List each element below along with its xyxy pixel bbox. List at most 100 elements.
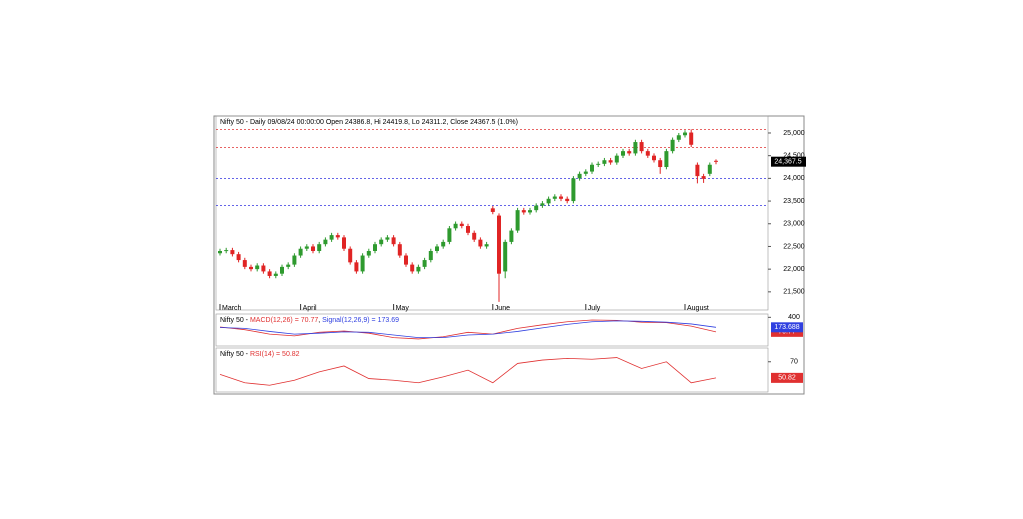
candle-body xyxy=(385,237,390,240)
candle-body xyxy=(645,151,650,156)
candle-body xyxy=(373,244,377,251)
candle-body xyxy=(484,244,489,247)
indicator-line xyxy=(219,357,717,386)
indicator-line xyxy=(219,319,717,340)
candle-body xyxy=(466,226,470,233)
candle-body xyxy=(453,223,458,229)
panel-title-text: Nifty 50 - xyxy=(220,351,250,358)
candle-body xyxy=(360,255,365,272)
candle-body xyxy=(416,266,421,272)
candle-body xyxy=(571,178,576,202)
candle-body xyxy=(521,210,526,213)
legend-entry: RSI(14) = 50.82 xyxy=(250,351,300,358)
candle-body xyxy=(590,164,594,172)
panel-title-text: Nifty 50 - xyxy=(220,317,250,324)
x-tick-label: May xyxy=(396,305,410,312)
candle-body xyxy=(515,210,520,231)
candle-body xyxy=(565,198,570,202)
candle-body xyxy=(311,246,315,251)
value-tag-label: 50.82 xyxy=(778,375,796,382)
candle-body xyxy=(633,142,638,154)
price-tag xyxy=(771,156,806,167)
candle-body xyxy=(459,223,464,227)
candle-body xyxy=(490,208,495,212)
candle-body xyxy=(292,255,297,265)
candle-body xyxy=(503,241,508,272)
candle-body xyxy=(435,246,439,251)
candle-body xyxy=(354,262,359,272)
candle-body xyxy=(286,264,291,267)
candle-body xyxy=(627,151,632,154)
candle-body xyxy=(391,237,396,245)
y-tick-label: 21,500 xyxy=(783,289,805,296)
candle-body xyxy=(695,164,700,177)
x-tick-label: June xyxy=(495,305,510,312)
candle-body xyxy=(379,239,384,245)
candle-body xyxy=(230,250,235,255)
candle-body xyxy=(596,163,601,165)
candle-body xyxy=(404,255,408,265)
x-tick-label: August xyxy=(687,305,709,312)
candle-body xyxy=(348,248,353,263)
candle-body xyxy=(546,198,551,204)
candle-body xyxy=(366,250,371,256)
candle-body xyxy=(583,171,588,174)
candle-body xyxy=(577,173,582,179)
candle-body xyxy=(323,239,328,245)
candle-body xyxy=(249,266,253,270)
y-tick-label: 70 xyxy=(790,359,798,366)
candle-body xyxy=(242,260,247,267)
candle-body xyxy=(261,265,266,272)
candle-body xyxy=(528,210,532,213)
candle-body xyxy=(447,228,452,242)
value-tag xyxy=(771,372,803,383)
panel xyxy=(215,347,769,393)
chart-title: Nifty 50 - Daily 09/08/24 00:00:00 Open … xyxy=(220,119,518,126)
candle-body xyxy=(329,235,334,240)
legend-entry: Signal(12,26,9) = 173.69 xyxy=(322,317,399,324)
candle-body xyxy=(397,244,402,256)
y-tick-label: 23,000 xyxy=(783,221,805,228)
panel xyxy=(215,313,769,347)
candle-body xyxy=(689,132,694,145)
candle-body xyxy=(273,273,278,276)
candle-body xyxy=(304,246,309,249)
candle-body xyxy=(236,254,241,261)
value-tag-label: 173.688 xyxy=(774,324,799,331)
x-tick-label: March xyxy=(222,305,242,312)
indicator-line xyxy=(219,320,717,339)
candle-body xyxy=(472,232,477,240)
y-tick-label: 25,000 xyxy=(783,130,805,137)
candle-body xyxy=(559,196,563,199)
candle-body xyxy=(298,248,303,256)
candle-body xyxy=(614,155,619,163)
candle-body xyxy=(602,160,607,164)
price-tag-label: 24,367.5 xyxy=(774,159,801,166)
candle-body xyxy=(714,160,718,162)
candle-body xyxy=(670,139,675,152)
candle-body xyxy=(497,215,501,274)
candle-body xyxy=(707,164,712,174)
candle-body xyxy=(422,260,427,267)
candle-body xyxy=(478,239,483,247)
candle-body xyxy=(540,203,545,206)
candle-body xyxy=(683,132,687,136)
candle-body xyxy=(317,244,322,251)
candle-body xyxy=(224,250,229,252)
value-tag xyxy=(771,322,803,333)
candle-body xyxy=(652,155,656,161)
y-tick-label: 400 xyxy=(788,314,800,321)
candle-body xyxy=(676,135,681,140)
candle-body xyxy=(658,160,663,168)
candle-body xyxy=(410,264,415,272)
candle-body xyxy=(280,266,284,274)
candle-body xyxy=(552,196,557,199)
candle-body xyxy=(255,265,260,270)
candle-body xyxy=(218,250,222,254)
y-tick-label: 23,500 xyxy=(783,198,805,205)
candle-body xyxy=(441,241,446,247)
candle-body xyxy=(664,151,669,168)
panel xyxy=(215,115,769,311)
candle-body xyxy=(639,142,644,152)
